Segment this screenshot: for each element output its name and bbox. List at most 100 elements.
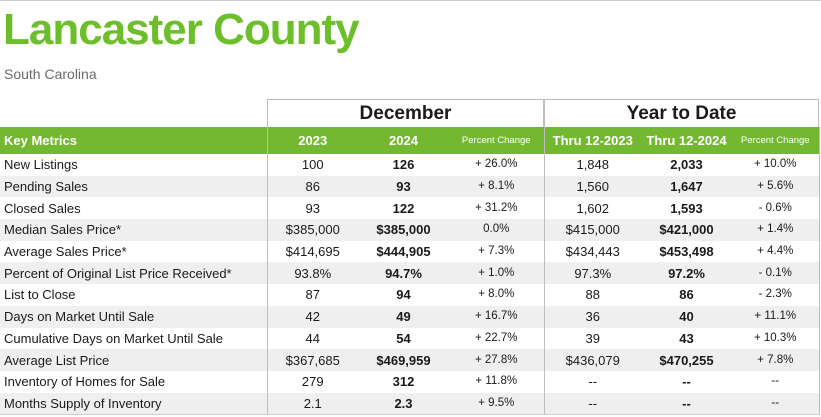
- cell-ytd-2024: --: [641, 392, 732, 416]
- page-title: Lancaster County: [3, 5, 360, 54]
- cell-ytd-percent-change: - 0.1%: [732, 262, 820, 285]
- cell-ytd-percent-change: + 11.1%: [732, 305, 820, 328]
- table-row: Days on Market Until Sale 42 49 + 16.7% 36 40…: [0, 305, 820, 328]
- cell-dec-percent-change: + 8.1%: [449, 175, 544, 198]
- cell-metric: Cumulative Days on Market Until Sale: [0, 327, 267, 350]
- cell-dec-2024: 93: [358, 175, 449, 198]
- cell-ytd-2024: 2,033: [641, 154, 732, 176]
- cell-ytd-2023: 88: [543, 284, 641, 306]
- header-thru-12-2023: Thru 12-2023: [543, 127, 641, 154]
- cell-dec-percent-change: + 26.0%: [449, 154, 544, 176]
- cell-dec-2024: $385,000: [358, 219, 449, 241]
- cell-dec-2024: 94.7%: [358, 262, 449, 285]
- table-row: Pending Sales 86 93 + 8.1% 1,560 1,647 + 5.6%: [0, 175, 820, 198]
- cell-dec-2024: 94: [358, 284, 449, 306]
- table-row: Average List Price $367,685 $469,959 + 27.8…: [0, 349, 820, 371]
- cell-ytd-percent-change: + 10.3%: [732, 327, 820, 350]
- cell-ytd-2024: $453,498: [641, 240, 732, 263]
- cell-ytd-2024: 97.2%: [641, 262, 732, 285]
- cell-dec-percent-change: + 7.3%: [449, 240, 544, 263]
- cell-dec-percent-change: + 31.2%: [449, 197, 544, 220]
- cell-ytd-2023: 36: [543, 305, 641, 328]
- cell-ytd-2023: 39: [543, 327, 641, 350]
- header-thru-12-2024: Thru 12-2024: [641, 127, 732, 154]
- cell-dec-2023: 279: [266, 370, 358, 393]
- cell-dec-2024: 49: [358, 305, 449, 328]
- cell-dec-percent-change: + 11.8%: [449, 370, 544, 393]
- cell-ytd-2024: --: [641, 370, 732, 393]
- cell-dec-2024: 2.3: [358, 392, 449, 416]
- cell-ytd-2023: $434,443: [543, 240, 641, 263]
- cell-dec-2023: 93.8%: [266, 262, 358, 285]
- cell-dec-percent-change: + 1.0%: [449, 262, 544, 285]
- cell-metric: Average Sales Price*: [0, 240, 267, 263]
- cell-dec-percent-change: + 16.7%: [449, 305, 544, 328]
- cell-ytd-percent-change: --: [732, 370, 820, 393]
- cell-ytd-percent-change: + 1.4%: [732, 219, 820, 241]
- table-header-row: Key Metrics 2023 2024 Percent Change Thr…: [0, 127, 820, 154]
- cell-ytd-percent-change: --: [732, 392, 820, 416]
- cell-ytd-2023: --: [543, 370, 641, 393]
- cell-ytd-2024: 40: [641, 305, 732, 328]
- cell-ytd-2023: 1,560: [543, 175, 641, 198]
- cell-metric: Median Sales Price*: [0, 219, 267, 241]
- cell-ytd-2024: $421,000: [641, 219, 732, 241]
- cell-ytd-percent-change: + 10.0%: [732, 154, 820, 176]
- cell-dec-2023: 100: [266, 154, 358, 176]
- header-2024: 2024: [358, 127, 449, 154]
- cell-dec-2023: 87: [266, 284, 358, 306]
- table-row: List to Close 87 94 + 8.0% 88 86- 2.3%: [0, 284, 820, 306]
- cell-ytd-2024: 86: [641, 284, 732, 306]
- cell-dec-2023: $414,695: [266, 240, 358, 263]
- cell-dec-percent-change: 0.0%: [449, 219, 544, 241]
- cell-dec-percent-change: + 9.5%: [449, 392, 544, 416]
- cell-metric: Pending Sales: [0, 175, 267, 198]
- table-row: Median Sales Price* $385,000 $385,000 0.0% $…: [0, 219, 820, 241]
- cell-ytd-percent-change: + 7.8%: [732, 349, 820, 371]
- key-metrics-table: Key Metrics 2023 2024 Percent Change Thr…: [0, 127, 820, 416]
- cell-metric: Days on Market Until Sale: [0, 305, 267, 328]
- cell-ytd-percent-change: + 4.4%: [732, 240, 820, 263]
- table-row: Closed Sales 93 122 + 31.2% 1,602 1,593- 0.6%: [0, 197, 820, 220]
- cell-dec-2023: 93: [266, 197, 358, 220]
- cell-metric: Average List Price: [0, 349, 267, 371]
- cell-metric: Percent of Original List Price Received*: [0, 262, 267, 285]
- table-row: Cumulative Days on Market Until Sale 44 54…: [0, 327, 820, 350]
- cell-dec-2023: 2.1: [266, 392, 358, 416]
- header-2023: 2023: [266, 127, 358, 154]
- cell-dec-2024: 54: [358, 327, 449, 350]
- cell-ytd-2024: 1,593: [641, 197, 732, 220]
- cell-dec-2024: $444,905: [358, 240, 449, 263]
- table-row: New Listings 100 126 + 26.0% 1,848 2,033 + 10.…: [0, 154, 820, 176]
- cell-metric: List to Close: [0, 284, 267, 306]
- group-header-year-to-date: Year to Date: [544, 99, 819, 127]
- cell-dec-2024: 126: [358, 154, 449, 176]
- cell-ytd-2023: $436,079: [543, 349, 641, 371]
- cell-metric: Months Supply of Inventory: [0, 392, 267, 416]
- table-row: Inventory of Homes for Sale 279 312 + 11.8%…: [0, 370, 820, 393]
- cell-ytd-2024: 1,647: [641, 175, 732, 198]
- header-key-metrics: Key Metrics: [0, 127, 267, 154]
- cell-dec-percent-change: + 22.7%: [449, 327, 544, 350]
- cell-ytd-2024: $470,255: [641, 349, 732, 371]
- cell-dec-percent-change: + 27.8%: [449, 349, 544, 371]
- cell-ytd-percent-change: - 2.3%: [732, 284, 820, 306]
- cell-dec-2023: $367,685: [266, 349, 358, 371]
- cell-ytd-2023: $415,000: [543, 219, 641, 241]
- cell-dec-percent-change: + 8.0%: [449, 284, 544, 306]
- table-row: Months Supply of Inventory 2.1 2.3 + 9.5% --…: [0, 392, 820, 416]
- cell-dec-2023: 86: [266, 175, 358, 198]
- header-percent-change-ytd: Percent Change: [732, 127, 820, 154]
- cell-dec-2023: $385,000: [266, 219, 358, 241]
- cell-dec-2024: 122: [358, 197, 449, 220]
- cell-ytd-percent-change: - 0.6%: [732, 197, 820, 220]
- cell-metric: Closed Sales: [0, 197, 267, 220]
- cell-ytd-2024: 43: [641, 327, 732, 350]
- cell-dec-2024: 312: [358, 370, 449, 393]
- cell-dec-2024: $469,959: [358, 349, 449, 371]
- table-row: Average Sales Price* $414,695 $444,905 + 7.…: [0, 240, 820, 263]
- cell-ytd-2023: 1,602: [543, 197, 641, 220]
- cell-dec-2023: 42: [266, 305, 358, 328]
- header-percent-change: Percent Change: [449, 127, 544, 154]
- cell-ytd-2023: 97.3%: [543, 262, 641, 285]
